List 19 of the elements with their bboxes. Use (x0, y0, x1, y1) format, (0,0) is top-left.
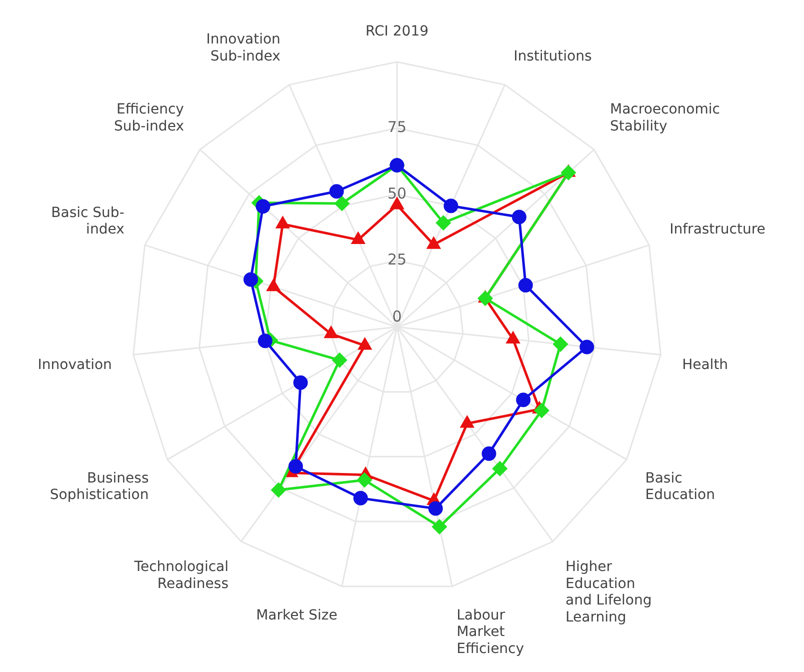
spoke-label: Labour Market Efficiency (456, 607, 524, 658)
spoke-label: Infrastructure (670, 222, 766, 238)
spoke-label: Business Sophistication (50, 470, 149, 504)
spoke-label: Efficiency Sub-index (114, 102, 184, 134)
spoke-label: Market Size (256, 607, 338, 624)
spoke-label: Health (682, 357, 728, 374)
spoke-label: Macroeconomic Stability (610, 102, 720, 134)
spoke-label: RCI 2019 (365, 24, 429, 40)
y-tick-label: 25 (387, 250, 407, 269)
y-tick-label: 75 (387, 118, 407, 136)
spoke-label: Higher Education and Lifelong Learning (565, 558, 652, 626)
spoke-label: Innovation Sub-index (206, 32, 280, 64)
spoke-label: Technological Readiness (133, 558, 229, 592)
y-tick-label: 50 (387, 184, 407, 202)
spoke-label: Institutions (514, 48, 592, 64)
spoke-label: Innovation (38, 357, 112, 374)
y-tick-label: 0 (392, 307, 402, 326)
spoke-label: Basic Sub-index (51, 204, 124, 238)
spoke-label: Basic Education (645, 470, 715, 504)
